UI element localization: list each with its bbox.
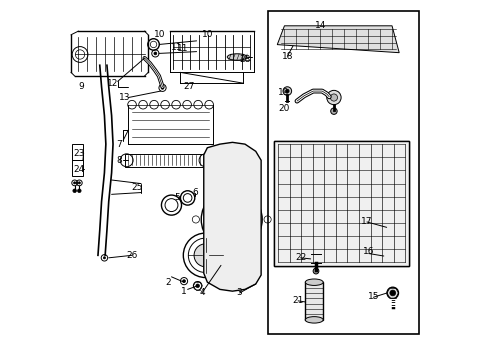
- Circle shape: [331, 108, 337, 114]
- Circle shape: [283, 87, 292, 95]
- Bar: [125, 154, 207, 167]
- Text: 10: 10: [201, 30, 213, 39]
- Bar: [311, 253, 320, 263]
- Text: 17: 17: [361, 217, 373, 226]
- Circle shape: [103, 257, 105, 259]
- Circle shape: [74, 182, 76, 184]
- Text: 18: 18: [282, 52, 293, 61]
- Text: 11: 11: [177, 44, 188, 53]
- Text: 19: 19: [278, 87, 290, 96]
- Text: 1: 1: [181, 287, 187, 296]
- Ellipse shape: [305, 317, 323, 323]
- Text: 6: 6: [192, 188, 197, 197]
- Ellipse shape: [305, 279, 323, 285]
- Circle shape: [77, 189, 81, 193]
- Circle shape: [286, 89, 289, 93]
- Text: 7: 7: [116, 140, 122, 149]
- Text: 4: 4: [199, 288, 205, 297]
- Text: 13: 13: [119, 93, 131, 102]
- Circle shape: [194, 244, 217, 267]
- Circle shape: [387, 254, 390, 258]
- Text: 12: 12: [107, 79, 118, 88]
- Circle shape: [154, 52, 157, 55]
- Circle shape: [196, 284, 199, 288]
- Circle shape: [330, 94, 338, 101]
- Circle shape: [78, 182, 80, 184]
- Text: 28: 28: [239, 55, 251, 64]
- Text: 16: 16: [363, 247, 374, 256]
- Text: 11: 11: [171, 43, 183, 52]
- Circle shape: [161, 86, 164, 89]
- Text: 21: 21: [293, 296, 304, 305]
- Circle shape: [183, 280, 186, 283]
- Circle shape: [390, 290, 395, 296]
- Bar: [72, 144, 83, 160]
- Text: 14: 14: [315, 21, 326, 30]
- Bar: [269, 12, 419, 334]
- Text: 20: 20: [278, 104, 290, 113]
- Text: 9: 9: [78, 82, 84, 91]
- Text: 3: 3: [237, 288, 243, 297]
- Circle shape: [387, 222, 397, 233]
- Text: 2: 2: [165, 278, 171, 287]
- Text: 25: 25: [132, 183, 143, 192]
- Ellipse shape: [227, 54, 247, 60]
- Circle shape: [313, 268, 319, 274]
- Polygon shape: [277, 26, 399, 53]
- Circle shape: [327, 90, 341, 105]
- Circle shape: [73, 189, 76, 193]
- Circle shape: [390, 225, 394, 230]
- Text: 26: 26: [126, 251, 138, 260]
- Circle shape: [387, 287, 398, 299]
- Polygon shape: [204, 142, 261, 291]
- Text: 10: 10: [153, 30, 165, 39]
- Bar: [72, 160, 83, 176]
- Polygon shape: [274, 140, 409, 266]
- Bar: [274, 140, 409, 266]
- Text: 22: 22: [295, 253, 306, 262]
- Circle shape: [201, 189, 262, 250]
- Text: 23: 23: [74, 149, 85, 158]
- Text: 8: 8: [116, 156, 122, 165]
- Text: 15: 15: [368, 292, 379, 301]
- Bar: [305, 282, 323, 320]
- Text: 5: 5: [174, 193, 180, 202]
- Text: 24: 24: [74, 165, 85, 174]
- Text: 27: 27: [184, 82, 195, 91]
